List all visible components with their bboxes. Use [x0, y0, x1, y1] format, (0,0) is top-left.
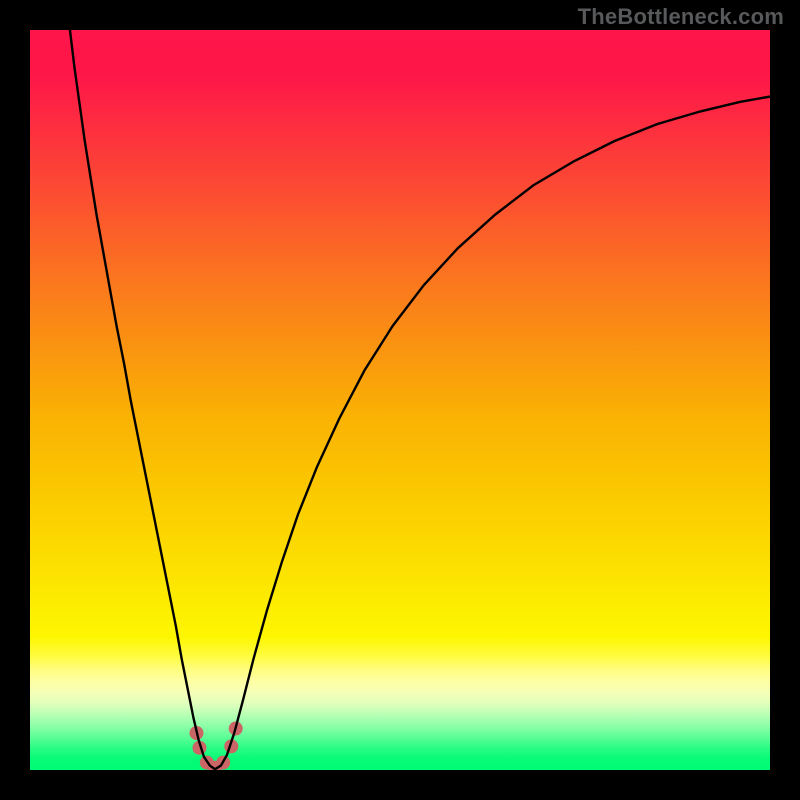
curve-layer [30, 30, 770, 770]
chart-frame: TheBottleneck.com [0, 0, 800, 800]
right-branch-curve [215, 97, 770, 770]
watermark-text: TheBottleneck.com [578, 4, 784, 30]
left-branch-curve [70, 30, 215, 769]
plot-area [30, 30, 770, 770]
